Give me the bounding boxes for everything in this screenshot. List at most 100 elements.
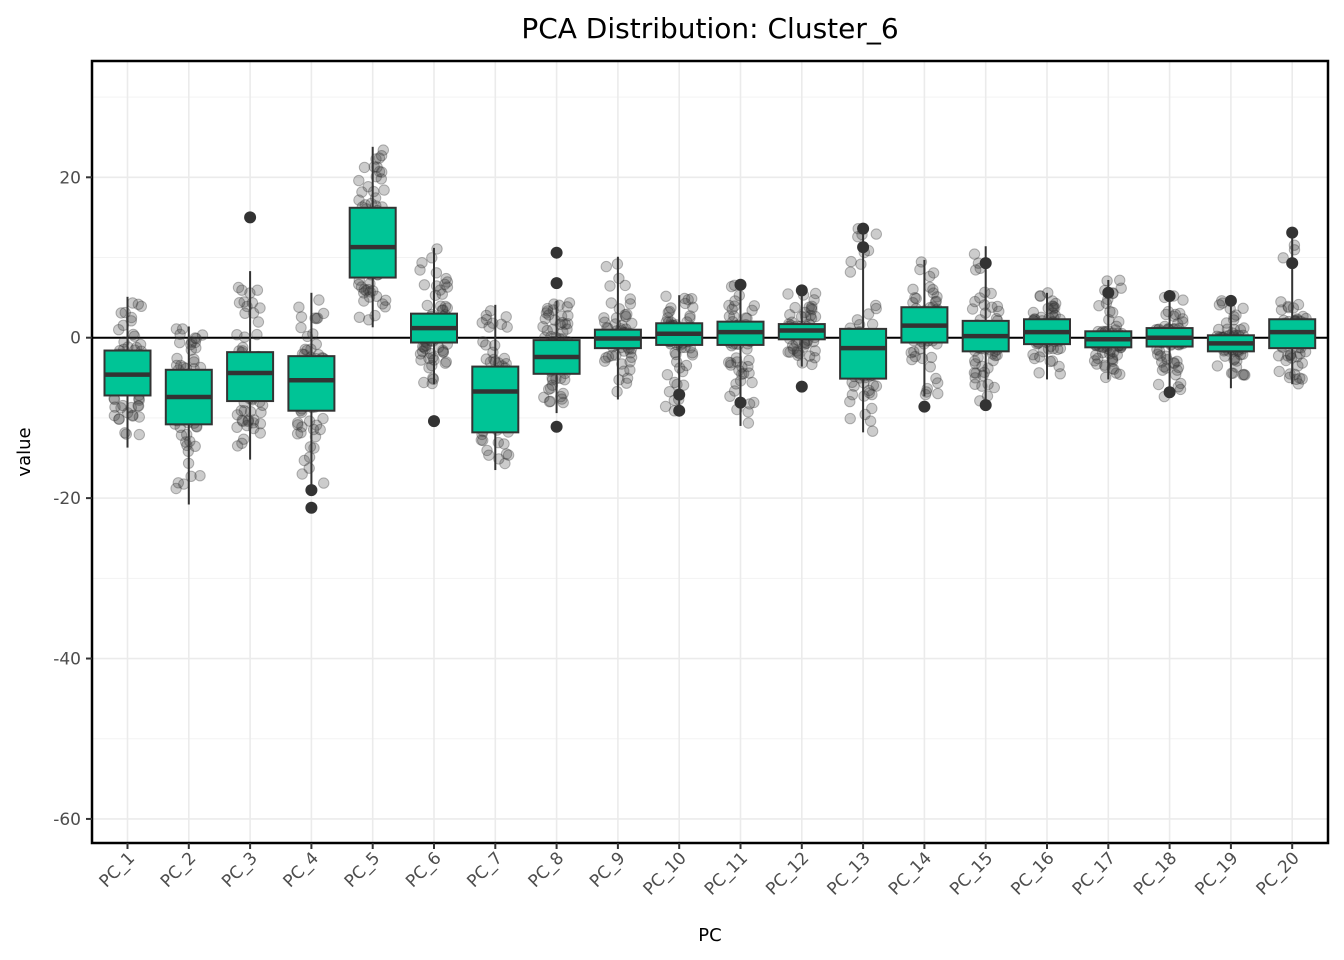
jitter-point (733, 289, 745, 302)
jitter-point (488, 353, 500, 366)
outlier-point (550, 277, 563, 290)
jitter-point (1273, 365, 1285, 378)
jitter-point (360, 284, 372, 297)
jitter-point (439, 278, 451, 290)
jitter-point (806, 304, 818, 316)
box-body (226, 351, 275, 403)
jitter-point (176, 323, 189, 335)
outlier-point (428, 415, 440, 428)
x-tick-label: PC_12 (762, 848, 813, 899)
jitter-point (502, 449, 515, 461)
jitter-point (605, 297, 617, 309)
jitter-point (231, 329, 243, 341)
outlier-point (1286, 257, 1299, 270)
box-body (348, 206, 397, 279)
jitter-point (1027, 349, 1039, 361)
jitter-point (969, 378, 981, 390)
jitter-point (927, 283, 939, 296)
jitter-point (624, 293, 636, 305)
outlier-point (1102, 286, 1115, 299)
jitter-point (296, 468, 308, 480)
jitter-point (1175, 377, 1187, 390)
x-axis: PC_1 PC_2 PC_3 PC_4 PC_5 PC_6 PC_7 PC_8 PC_9 PC_1… (96, 843, 1304, 899)
box-PC_13 (839, 222, 888, 433)
jitter-point (844, 395, 856, 408)
outlier-point (673, 388, 686, 401)
jitter-point (1053, 360, 1065, 373)
jitter-point (686, 349, 699, 361)
jitter-point (966, 303, 979, 315)
jitter-point (132, 298, 145, 310)
box-PC_16 (1023, 292, 1071, 380)
jitter-point (748, 300, 760, 312)
jitter-point (1238, 322, 1250, 334)
jitter-point (804, 350, 816, 362)
jitter-point (625, 351, 638, 363)
jitter-point (292, 419, 304, 431)
jitter-point (598, 312, 610, 324)
jitter-point (189, 332, 201, 344)
jitter-point (231, 409, 244, 421)
jitter-point (233, 297, 246, 309)
jitter-point (746, 304, 758, 316)
jitter-point (908, 346, 920, 358)
jitter-point (181, 439, 193, 452)
jitter-point (620, 310, 632, 323)
jitter-point (561, 301, 573, 313)
jitter-point (1172, 381, 1185, 393)
jitter-point (314, 423, 326, 436)
jitter-point (414, 264, 426, 276)
jitter-point (475, 434, 487, 446)
jitter-point (662, 306, 674, 318)
jitter-point (135, 300, 148, 312)
jitter-point (866, 402, 878, 415)
jitter-point (784, 346, 796, 358)
jitter-point (543, 383, 555, 395)
jitter-point (559, 318, 571, 330)
jitter-point (800, 311, 812, 323)
jitter-point (500, 448, 513, 460)
jitter-point (686, 293, 698, 305)
jitter-point (987, 354, 999, 367)
box-PC_18 (1145, 290, 1194, 399)
jitter-point (307, 328, 319, 340)
jitter-point (437, 344, 449, 357)
jitter-point (380, 294, 392, 306)
jitter-point (1033, 367, 1045, 379)
jitter-point (725, 357, 737, 369)
box-PC_14 (900, 259, 949, 413)
jitter-point (806, 358, 818, 371)
jitter-point (1211, 360, 1224, 372)
jitter-point (1152, 378, 1165, 391)
jitter-point (1052, 343, 1064, 356)
jitter-point (1170, 369, 1182, 381)
jitter-point (803, 301, 815, 313)
jitter-point (429, 289, 442, 301)
x-tick-label: PC_5 (341, 848, 384, 891)
jitter-point (171, 352, 183, 365)
box-PC_6 (410, 247, 458, 428)
jitter-point (932, 387, 944, 400)
jitter-point (500, 311, 512, 323)
outlier-point (734, 278, 747, 291)
jitter-point (789, 301, 801, 314)
jitter-point (415, 354, 427, 366)
jitter-point (723, 299, 735, 312)
jitter-point (313, 294, 325, 306)
jitter-point (969, 295, 981, 308)
jitter-point (976, 360, 988, 372)
jitter-point (499, 457, 511, 470)
jitter-point (682, 294, 694, 306)
jitter-point (1177, 313, 1189, 325)
jitter-point (539, 313, 551, 325)
jitter-point (746, 376, 758, 389)
jitter-point (236, 284, 248, 296)
jitter-point (436, 288, 448, 300)
jitter-point (1154, 350, 1167, 362)
jitter-point (541, 324, 553, 337)
jitter-point (303, 451, 316, 463)
jitter-point (910, 292, 922, 305)
jitter-point (809, 352, 821, 364)
y-tick-label: -40 (53, 650, 81, 670)
